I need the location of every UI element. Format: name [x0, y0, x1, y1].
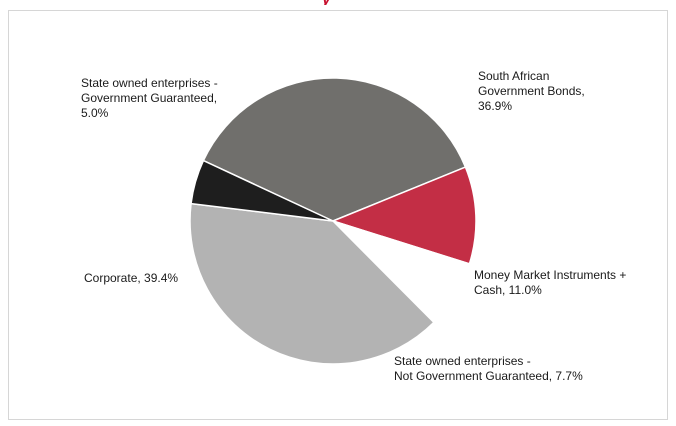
pie-slice-sa-government-bonds [202, 77, 467, 222]
pie-slice-money-market [330, 166, 477, 265]
chart-title-fragment: y [322, 0, 332, 5]
slice-label-soe-guaranteed: State owned enterprises - Government Gua… [81, 76, 218, 120]
slice-label-sa-government-bonds: South African Government Bonds, 36.9% [478, 69, 585, 113]
pie-slice-soe-guaranteed [190, 159, 334, 222]
pie-slice-corporate [189, 202, 435, 365]
slice-label-corporate: Corporate, 39.4% [84, 271, 179, 285]
slice-label-money-market: Money Market Instruments + Cash, 11.0% [474, 268, 627, 297]
slice-label-soe-not-guaranteed: State owned enterprises - Not Government… [394, 354, 583, 383]
